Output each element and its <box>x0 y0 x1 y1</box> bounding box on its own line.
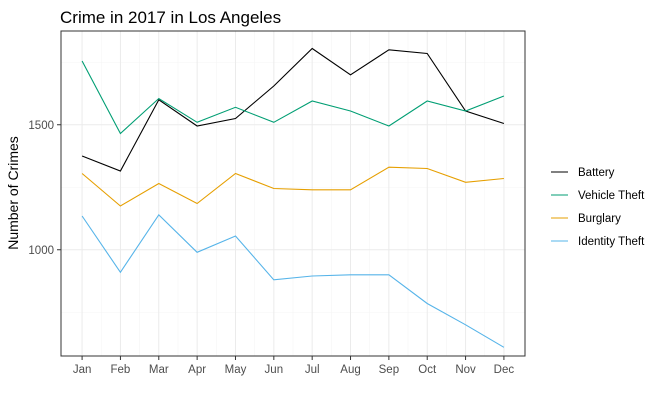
series-line-identity-theft <box>81 213 505 348</box>
x-tick-label: Feb <box>111 364 131 376</box>
x-tick-label: Oct <box>418 364 437 376</box>
x-tick-label: Mar <box>149 364 169 376</box>
legend-label: Vehicle Theft <box>578 190 645 202</box>
minor-gridlines <box>61 31 525 356</box>
x-tick-label: Jan <box>73 364 92 376</box>
y-tick-label: 1500 <box>28 120 54 132</box>
x-tick-label: Dec <box>494 364 515 376</box>
legend-label: Burglary <box>578 213 621 225</box>
x-tick-label: Aug <box>340 364 360 376</box>
chart-title: Crime in 2017 in Los Angeles <box>60 8 281 27</box>
legend-label: Identity Theft <box>578 236 645 248</box>
y-axis-label: Number of Crimes <box>5 136 21 250</box>
x-tick-label: May <box>225 364 247 376</box>
x-tick-label: Apr <box>188 364 206 376</box>
x-tick-label: Sep <box>379 364 399 376</box>
x-tick-label: Nov <box>455 364 476 376</box>
y-axis: 1000 1500 <box>28 120 61 257</box>
series-lines <box>81 47 505 348</box>
legend-label: Battery <box>578 167 615 179</box>
x-axis: Jan Feb Mar Apr May Jun Jul Aug Sep Oct Nov Dec <box>73 356 515 376</box>
series-line-vehicle-theft <box>81 60 505 135</box>
x-tick-label: Jul <box>305 364 320 376</box>
major-gridlines <box>61 31 525 356</box>
y-tick-label: 1000 <box>28 245 54 257</box>
series-line-burglary <box>81 166 504 207</box>
plot-panel <box>60 30 526 357</box>
legend: Battery Vehicle Theft Burglary Identity The… <box>551 167 645 248</box>
x-tick-label: Jun <box>265 364 284 376</box>
series-line-battery <box>81 47 505 172</box>
